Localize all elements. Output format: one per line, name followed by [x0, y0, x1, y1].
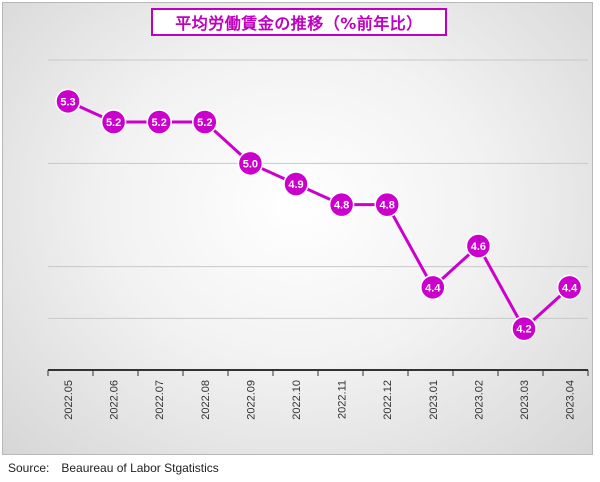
data-label: 4.4 — [425, 282, 441, 294]
source-text: Beaureau of Labor Stgatistics — [61, 461, 219, 475]
x-tick-label: 2023.02 — [473, 380, 485, 420]
data-label: 4.9 — [288, 179, 303, 191]
x-tick-label: 2022.07 — [154, 380, 166, 420]
data-point — [511, 315, 537, 342]
data-label: 5.2 — [106, 117, 121, 129]
data-point — [55, 88, 81, 115]
data-point — [237, 150, 264, 177]
source-line: Source: Beaureau of Labor Stgatistics — [8, 461, 219, 475]
x-tick-label: 2022.12 — [382, 380, 394, 420]
data-label: 4.2 — [516, 324, 531, 336]
data-label: 5.0 — [243, 158, 258, 170]
data-point — [283, 171, 309, 197]
x-tick-label: 2022.05 — [63, 380, 75, 420]
data-label: 5.2 — [152, 117, 167, 129]
series-line — [67, 99, 571, 331]
data-point — [146, 109, 172, 135]
x-tick-label: 2023.03 — [519, 380, 531, 420]
data-label: 4.6 — [471, 241, 486, 253]
chart-frame — [2, 2, 593, 455]
data-label: 4.8 — [380, 200, 395, 212]
x-tick-label: 2022.06 — [109, 380, 121, 420]
x-tick-label: 2023.01 — [428, 380, 440, 420]
data-point — [328, 191, 355, 218]
x-tick-label: 2023.04 — [565, 380, 577, 420]
data-point — [465, 233, 492, 259]
x-tick-label: 2022.08 — [200, 380, 212, 420]
data-point — [420, 274, 446, 301]
data-label: 4.8 — [334, 200, 349, 212]
data-label: 4.4 — [562, 282, 578, 294]
data-point — [556, 274, 583, 301]
source-label: Source: — [8, 461, 50, 475]
data-point — [192, 109, 218, 135]
x-tick-label: 2022.09 — [245, 380, 257, 420]
chart-title: 平均労働賃金の推移（%前年比） — [151, 8, 447, 36]
data-point — [100, 109, 127, 135]
x-tick-label: 2022.10 — [291, 380, 303, 420]
data-label: 5.2 — [197, 117, 212, 129]
x-tick-label: 2022.11 — [337, 380, 349, 419]
data-label: 5.3 — [60, 96, 75, 108]
data-point — [374, 191, 400, 218]
